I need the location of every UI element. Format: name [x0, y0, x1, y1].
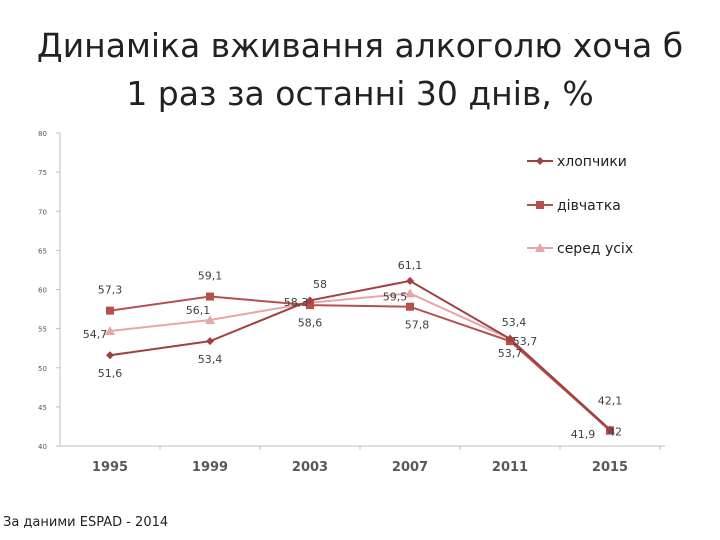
legend-marker-2	[535, 243, 545, 252]
data-point	[205, 315, 215, 325]
data-label: 53,7	[498, 347, 523, 360]
legend-label-2: серед усіх	[557, 241, 633, 257]
x-tick-label: 1995	[92, 460, 128, 475]
legend-label-1: дівчатка	[557, 198, 621, 214]
data-point	[506, 334, 514, 343]
data-point	[306, 296, 314, 305]
data-point	[106, 306, 114, 315]
x-tick-label: 2011	[492, 460, 528, 475]
data-label: 59,1	[198, 270, 223, 283]
data-label: 56,1	[186, 304, 211, 317]
chart-title: Динаміка вживання алкоголю хоча б 1 раз …	[0, 22, 720, 118]
chart-title-line-1: Динаміка вживання алкоголю хоча б	[36, 26, 684, 65]
data-point	[606, 425, 614, 434]
data-label: 54,7	[83, 328, 108, 341]
series-line-1	[109, 295, 611, 432]
data-label: 53,4	[198, 353, 223, 366]
y-tick-label: 75	[38, 169, 47, 177]
y-tick-label: 70	[38, 208, 47, 216]
y-tick-label: 80	[38, 130, 47, 138]
data-label: 42,1	[598, 395, 623, 408]
y-tick-label: 60	[38, 287, 47, 295]
legend-label-0: хлопчики	[557, 154, 627, 170]
data-label: 42	[608, 425, 622, 438]
data-point	[406, 302, 414, 311]
y-tick-label: 55	[38, 326, 47, 334]
data-label: 58,6	[298, 316, 323, 329]
source-note: За даними ESPAD - 2014	[3, 515, 169, 530]
data-point	[406, 276, 414, 285]
x-tick-label: 2003	[292, 460, 328, 475]
y-tick-label: 40	[38, 443, 47, 451]
y-tick-label: 50	[38, 365, 47, 373]
data-point	[206, 292, 214, 301]
data-point	[405, 288, 415, 298]
data-label: 58	[313, 278, 327, 291]
x-tick-label: 2007	[392, 460, 428, 475]
data-label: 58,3	[284, 296, 309, 309]
data-point	[106, 351, 114, 360]
data-point	[105, 325, 115, 335]
legend-marker-1	[536, 201, 544, 209]
data-label: 57,3	[98, 284, 123, 297]
x-tick-label: 1999	[192, 460, 228, 475]
data-point	[306, 301, 314, 310]
data-point	[206, 337, 214, 346]
data-label: 51,6	[98, 367, 123, 380]
y-tick-label: 45	[38, 404, 47, 412]
data-label: 57,8	[405, 319, 430, 332]
data-label: 59,5	[383, 290, 408, 303]
legend-marker-0	[536, 157, 544, 165]
chart-title-line-2: 1 раз за останні 30 днів, %	[126, 74, 594, 113]
data-label: 53,7	[513, 335, 538, 348]
series-line-0	[109, 279, 611, 431]
data-label: 61,1	[398, 259, 423, 272]
x-tick-label: 2015	[592, 460, 628, 475]
data-label: 41,9	[571, 428, 596, 441]
data-label: 53,4	[502, 316, 527, 329]
y-tick-label: 65	[38, 247, 47, 255]
